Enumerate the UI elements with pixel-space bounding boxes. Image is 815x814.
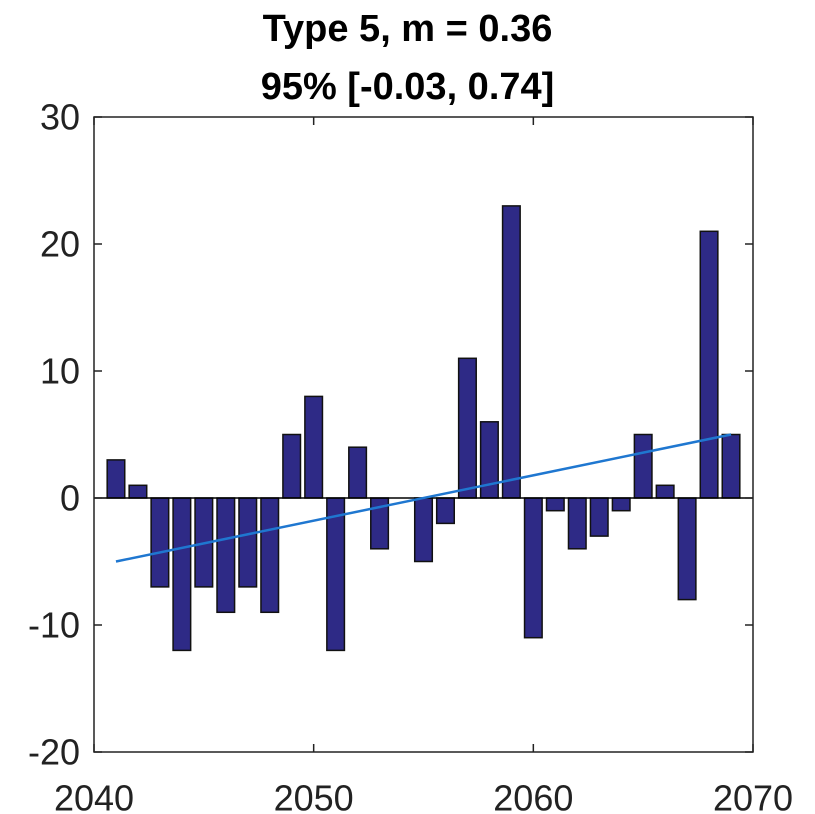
y-tick-label: 20	[40, 224, 80, 265]
chart-subtitle: 95% [-0.03, 0.74]	[260, 66, 555, 108]
bar	[501, 205, 521, 499]
ticks-group: 30 20 10 0 -10 -20 2040 2050 2060 2070	[28, 97, 793, 814]
bar	[348, 446, 368, 499]
bar	[523, 497, 543, 639]
bar	[435, 497, 456, 525]
bar	[655, 484, 675, 499]
bar	[106, 459, 126, 499]
bar	[457, 357, 477, 499]
bar	[699, 230, 719, 499]
bar	[545, 497, 565, 512]
trend-group	[115, 433, 732, 563]
bar	[304, 395, 324, 499]
bar	[567, 497, 587, 550]
axes-group	[93, 116, 754, 753]
bar	[216, 497, 236, 614]
bar	[172, 497, 192, 652]
x-tick-label: 2050	[274, 778, 354, 814]
chart-title: Type 5, m = 0.36	[262, 8, 553, 50]
y-tick-label: 30	[40, 97, 80, 138]
x-tick-label: 2040	[54, 778, 134, 814]
bar	[677, 497, 697, 601]
bars-group	[106, 205, 741, 652]
x-tick-label: 2060	[493, 778, 573, 814]
y-tick-label: -10	[28, 605, 80, 646]
y-tick-label: 10	[40, 351, 80, 392]
bar	[260, 497, 280, 614]
bar	[633, 433, 653, 499]
bar	[721, 433, 741, 499]
y-tick-label: -20	[28, 732, 80, 773]
x-tick-label: 2070	[713, 778, 793, 814]
bar	[589, 497, 609, 537]
bar	[611, 497, 631, 512]
axes-box	[93, 116, 754, 753]
bar	[413, 497, 434, 563]
bar	[150, 497, 170, 588]
bar	[128, 484, 148, 499]
trend-line	[115, 433, 732, 563]
bar	[238, 497, 258, 588]
bar	[282, 433, 302, 499]
y-tick-label: 0	[60, 478, 80, 519]
bar	[326, 497, 346, 652]
